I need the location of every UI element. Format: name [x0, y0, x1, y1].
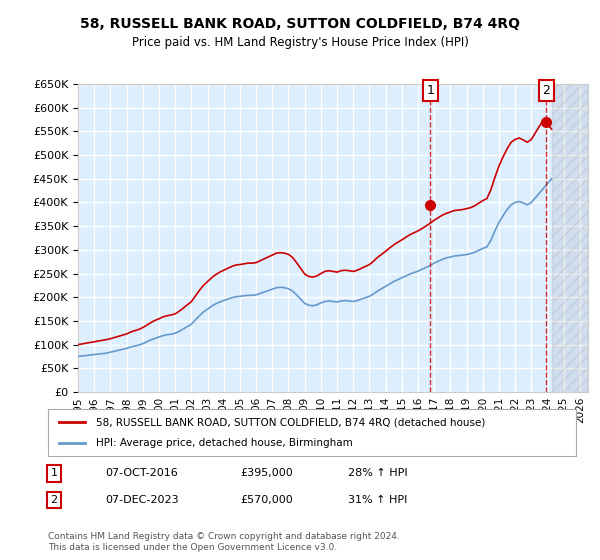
Text: 07-OCT-2016: 07-OCT-2016 — [105, 468, 178, 478]
Text: £395,000: £395,000 — [240, 468, 293, 478]
Text: 1: 1 — [427, 84, 434, 97]
Text: 58, RUSSELL BANK ROAD, SUTTON COLDFIELD, B74 4RQ (detached house): 58, RUSSELL BANK ROAD, SUTTON COLDFIELD,… — [95, 417, 485, 427]
Text: 07-DEC-2023: 07-DEC-2023 — [105, 495, 179, 505]
Text: HPI: Average price, detached house, Birmingham: HPI: Average price, detached house, Birm… — [95, 438, 352, 448]
Text: 2: 2 — [50, 495, 58, 505]
Text: 31% ↑ HPI: 31% ↑ HPI — [348, 495, 407, 505]
Text: 1: 1 — [50, 468, 58, 478]
Text: 28% ↑ HPI: 28% ↑ HPI — [348, 468, 407, 478]
Bar — [551, 84, 588, 392]
Text: 58, RUSSELL BANK ROAD, SUTTON COLDFIELD, B74 4RQ: 58, RUSSELL BANK ROAD, SUTTON COLDFIELD,… — [80, 17, 520, 31]
Text: £570,000: £570,000 — [240, 495, 293, 505]
Text: Price paid vs. HM Land Registry's House Price Index (HPI): Price paid vs. HM Land Registry's House … — [131, 36, 469, 49]
Text: 2: 2 — [542, 84, 550, 97]
Text: Contains HM Land Registry data © Crown copyright and database right 2024.
This d: Contains HM Land Registry data © Crown c… — [48, 532, 400, 552]
